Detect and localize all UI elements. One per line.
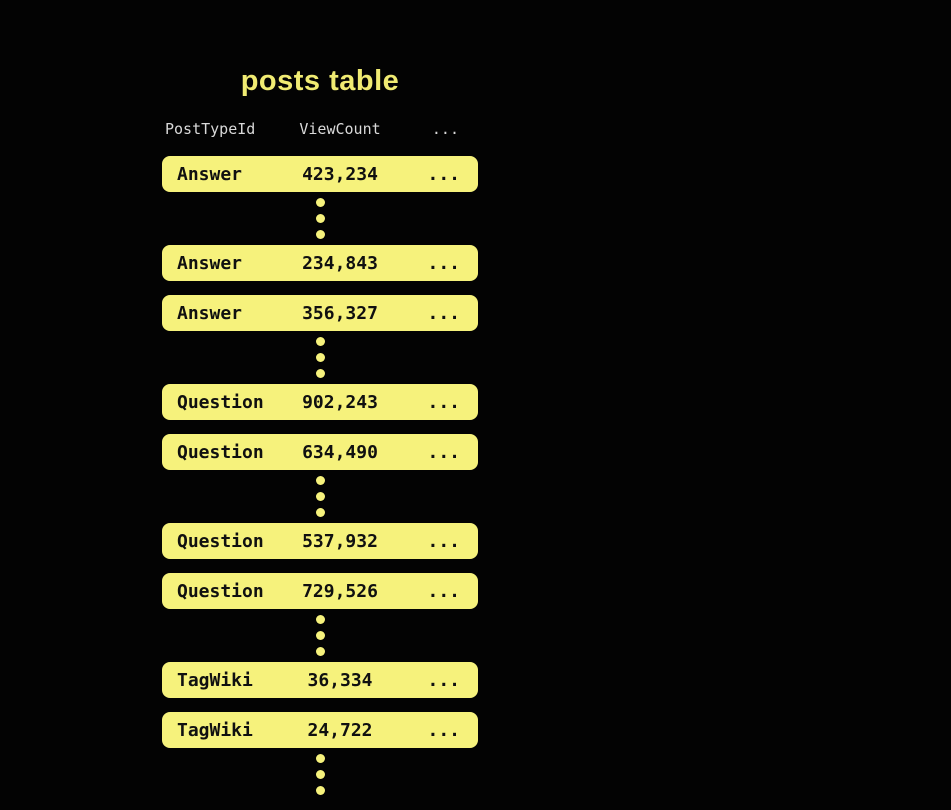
ellipsis-dot [315,353,325,362]
ellipsis-dot [315,214,325,223]
cell-view-count: 423,234 [302,163,378,185]
column-header-view-count: ViewCount [299,120,381,138]
cell-more: ... [427,530,460,552]
cell-view-count: 537,932 [302,530,378,552]
table-row: Question 902,243... [162,384,478,420]
table-rows: Answer 423,234... Answer 234,843... Answer 35… [162,156,478,795]
cell-more: ... [427,163,460,185]
ellipsis-dot [315,770,325,779]
ellipsis-dot [315,337,325,346]
omitted-rows-ellipsis [315,337,325,378]
table-row: Answer 234,843... [162,245,478,281]
cell-more: ... [427,580,460,602]
cell-post-type: Answer [177,163,243,185]
table-row: Question 729,526... [162,573,478,609]
cell-post-type: Answer [177,302,243,324]
cell-more: ... [427,441,460,463]
ellipsis-dot [315,786,325,795]
ellipsis-dot [315,508,325,517]
cell-view-count: 24,722 [307,719,373,741]
cell-more: ... [427,252,460,274]
omitted-rows-ellipsis [315,198,325,239]
cell-post-type: Answer [177,252,243,274]
ellipsis-dot [315,615,325,624]
cell-post-type: Question [177,391,264,413]
cell-post-type: TagWiki [177,719,253,741]
ellipsis-dot [315,754,325,763]
cell-view-count: 729,526 [302,580,378,602]
ellipsis-dot [315,230,325,239]
ellipsis-dot [315,631,325,640]
omitted-rows-ellipsis [315,754,325,795]
cell-more: ... [427,391,460,413]
cell-more: ... [427,719,460,741]
column-header-more-ellipsis: ... [431,120,459,138]
cell-post-type: Question [177,441,264,463]
ellipsis-dot [315,369,325,378]
cell-post-type: Question [177,530,264,552]
ellipsis-dot [315,476,325,485]
cell-post-type: TagWiki [177,669,253,691]
column-header-post-type-id: PostTypeId [165,120,256,138]
table-row: TagWiki 24,722... [162,712,478,748]
cell-view-count: 902,243 [302,391,378,413]
table-row: Answer 356,327... [162,295,478,331]
table-header-row: PostTypeId ViewCount ... [162,118,478,140]
table-title: posts table [240,65,400,97]
cell-post-type: Question [177,580,264,602]
table-row: Answer 423,234... [162,156,478,192]
ellipsis-dot [315,492,325,501]
omitted-rows-ellipsis [315,615,325,656]
cell-more: ... [427,302,460,324]
ellipsis-dot [315,647,325,656]
table-row: Question 634,490... [162,434,478,470]
cell-view-count: 234,843 [302,252,378,274]
table-row: TagWiki 36,334... [162,662,478,698]
cell-view-count: 634,490 [302,441,378,463]
ellipsis-dot [315,198,325,207]
table-row: Question 537,932... [162,523,478,559]
cell-more: ... [427,669,460,691]
cell-view-count: 36,334 [307,669,373,691]
cell-view-count: 356,327 [302,302,378,324]
omitted-rows-ellipsis [315,476,325,517]
posts-table-diagram: posts table PostTypeId ViewCount ... Ans… [162,0,478,801]
